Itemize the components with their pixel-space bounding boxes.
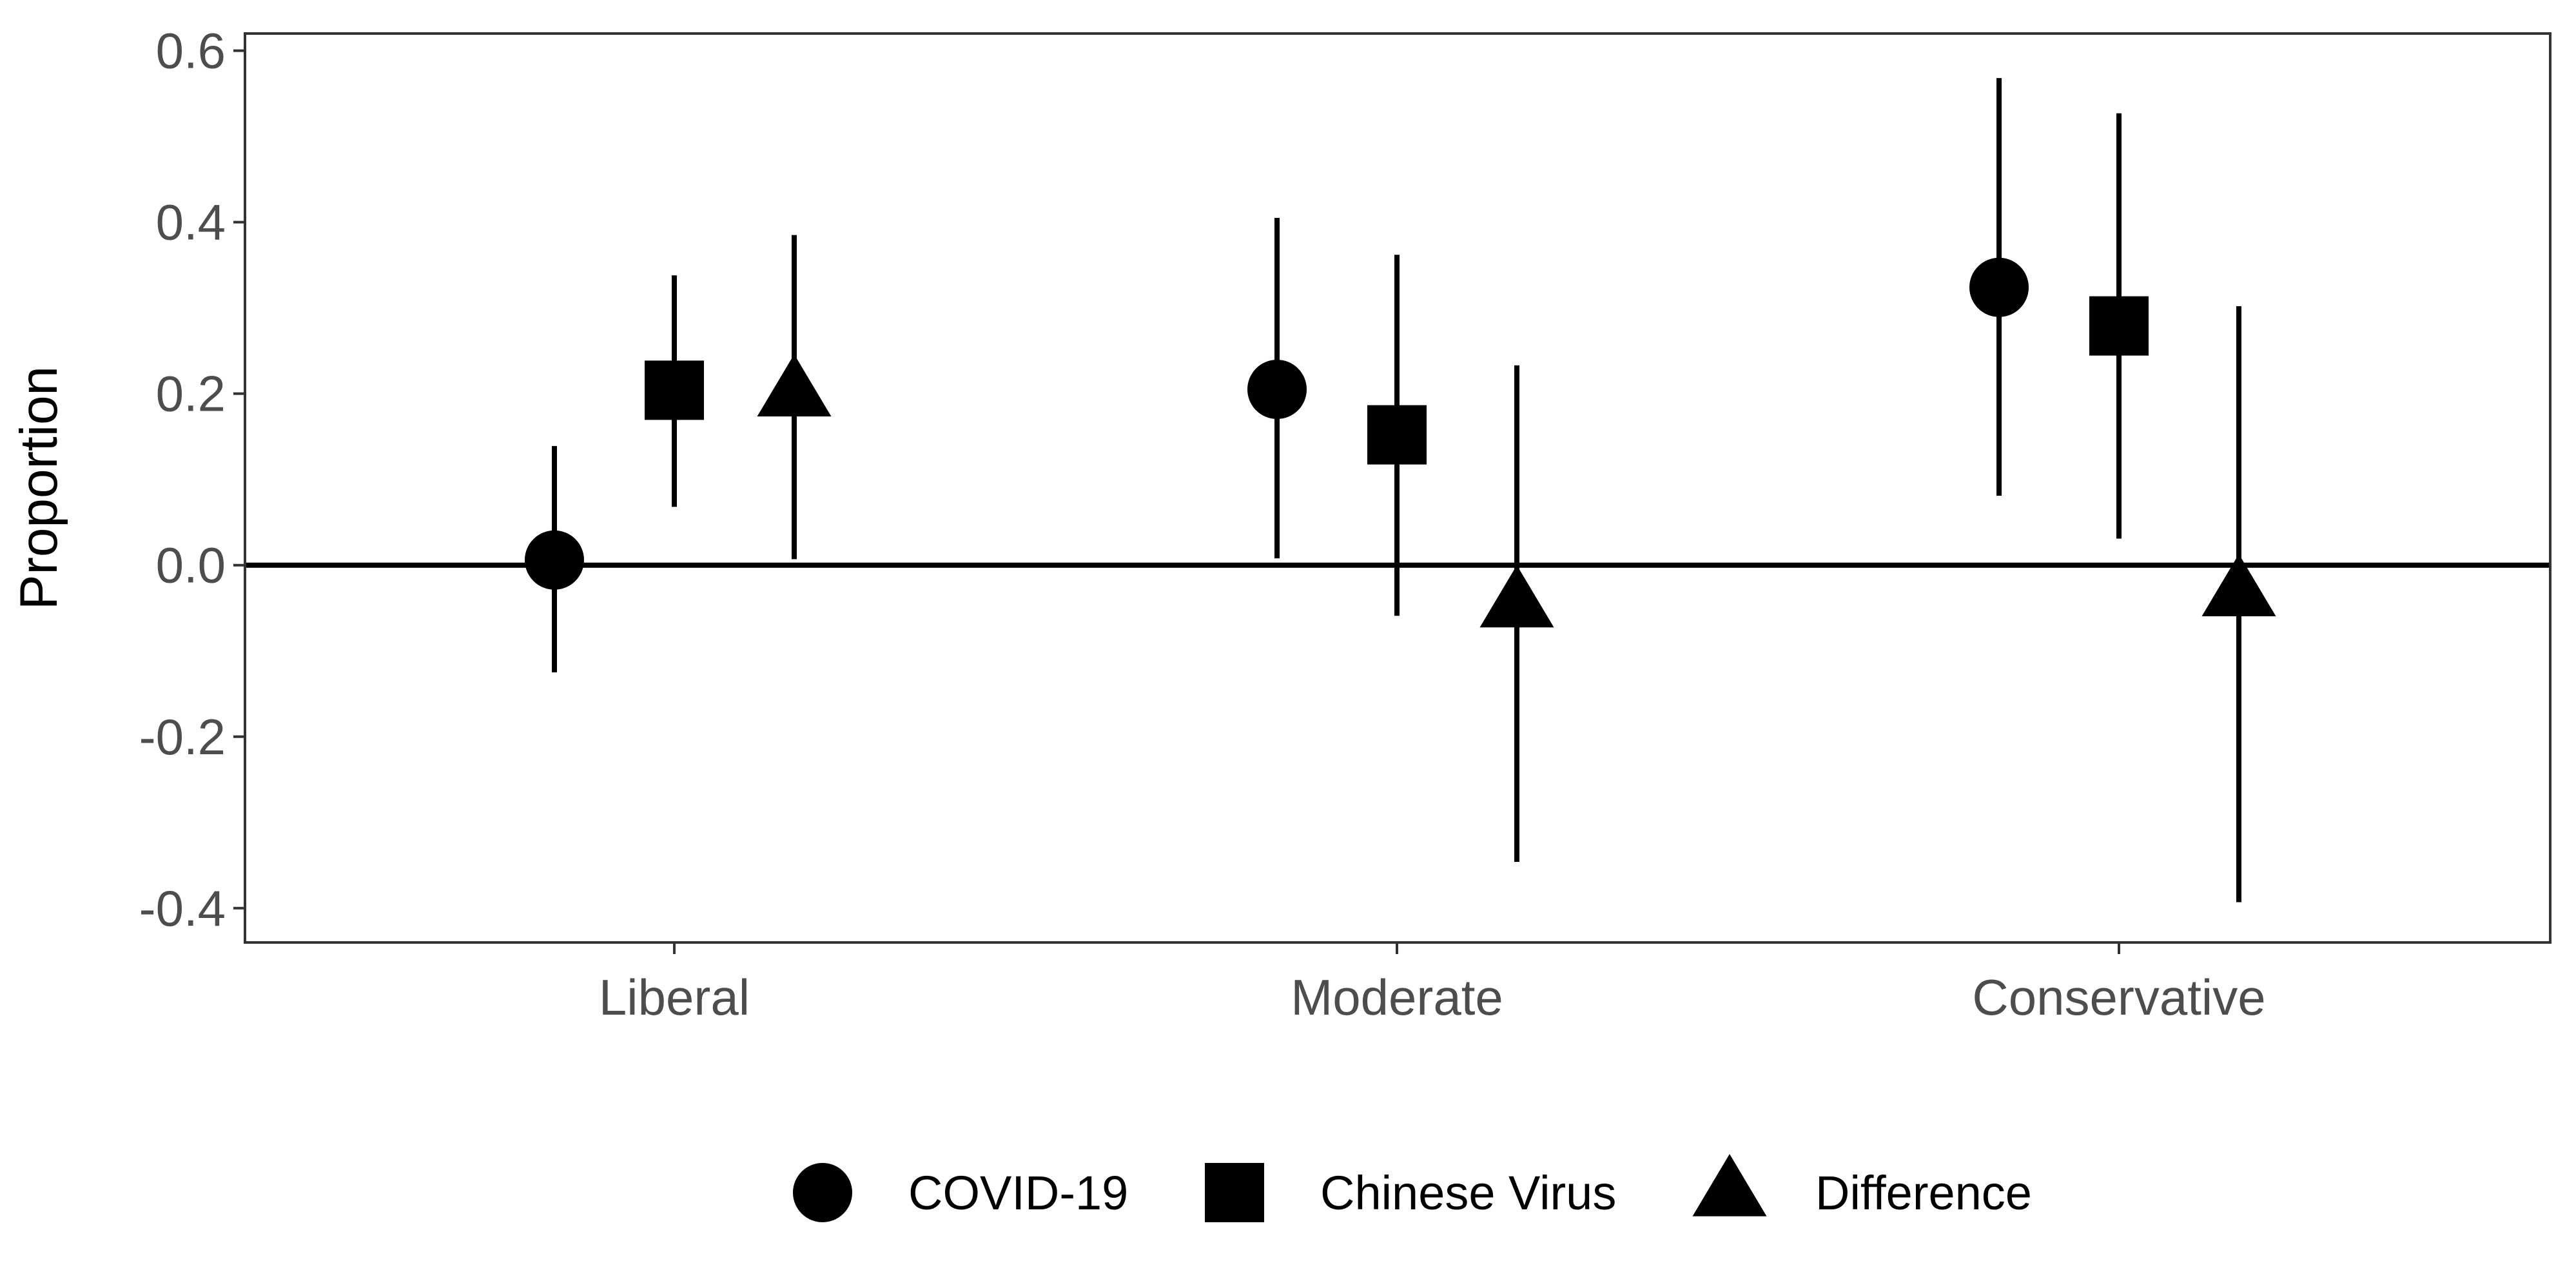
y-tick-label: 0.6 (156, 23, 226, 79)
covid-19-point (1969, 257, 2029, 317)
y-tick-label: 0.0 (156, 537, 226, 594)
y-tick-label: 0.4 (156, 194, 226, 251)
y-tick-label: -0.2 (139, 708, 226, 765)
legend-label-covid-19: COVID-19 (908, 1166, 1128, 1220)
legend-key-difference (1692, 1154, 1767, 1216)
difference-point (757, 354, 832, 417)
covid-19-point (1247, 360, 1307, 420)
legend-key-chinese-virus (1205, 1163, 1264, 1222)
legend-key-covid-19 (793, 1163, 852, 1222)
chinese-virus-point (645, 360, 704, 420)
data-marks-layer (525, 78, 2276, 903)
covid-19-point (525, 530, 584, 590)
x-tick-label: Conservative (1972, 969, 2265, 1026)
y-tick-label: -0.4 (139, 880, 226, 937)
y-axis-title: Proportion (10, 366, 68, 610)
x-tick-label: Moderate (1291, 969, 1503, 1026)
y-tick-label: 0.2 (156, 366, 226, 422)
legend-label-chinese-virus: Chinese Virus (1320, 1166, 1616, 1220)
legend-label-difference: Difference (1815, 1166, 2032, 1220)
legend: COVID-19 Chinese Virus Difference (793, 1154, 2032, 1222)
x-axis: Liberal Moderate Conservative (599, 942, 2266, 1026)
difference-point (2201, 554, 2276, 616)
difference-point (1479, 565, 1554, 628)
x-tick-label: Liberal (599, 969, 750, 1026)
chinese-virus-point (1367, 405, 1427, 465)
chinese-virus-point (2089, 296, 2149, 356)
y-axis: 0.6 0.4 0.2 0.0 -0.2 -0.4 (139, 23, 245, 937)
